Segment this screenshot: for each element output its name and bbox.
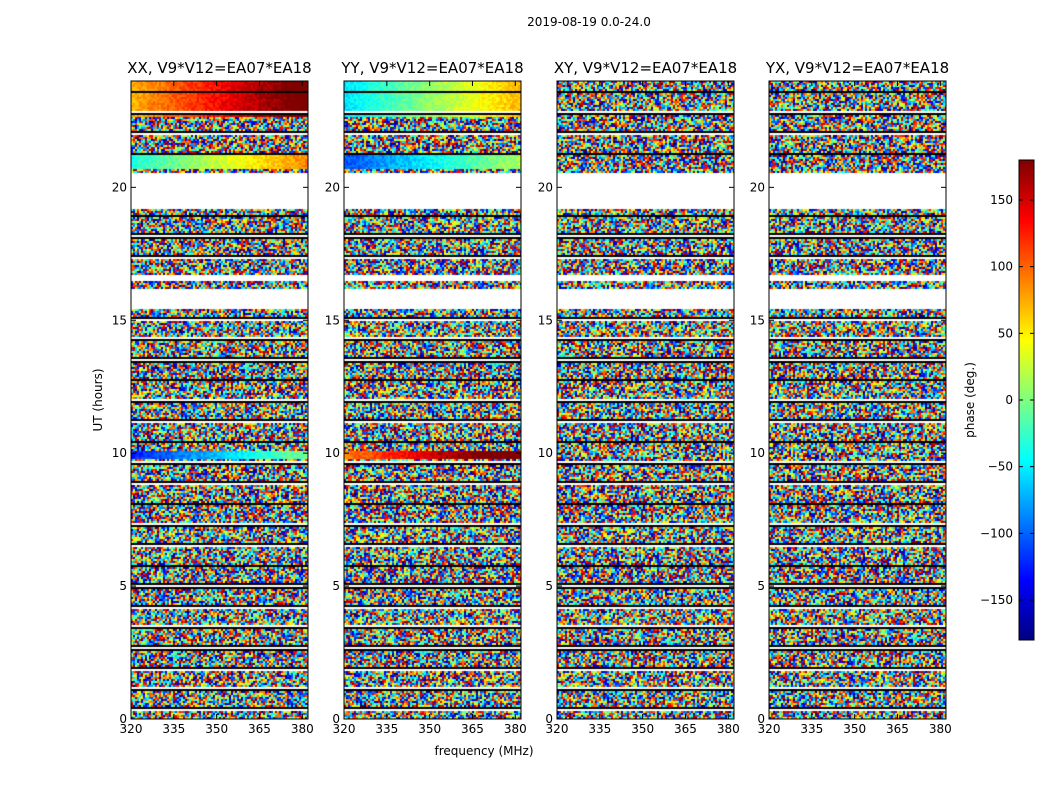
x-tick-label: 365	[886, 722, 909, 736]
y-tick-label: 10	[750, 446, 765, 460]
x-tick-label: 320	[546, 722, 569, 736]
y-tick-label: 0	[119, 712, 127, 726]
x-tick-label: 365	[461, 722, 484, 736]
y-tick-label: 10	[325, 446, 340, 460]
panel-3-title: XY, V9*V12=EA07*EA18	[554, 59, 737, 77]
x-tick-label: 335	[375, 722, 398, 736]
y-tick-label: 0	[545, 712, 553, 726]
panels: XX, V9*V12=EA07*EA18 320 335 350 365 380 0 5 10 1…	[112, 59, 952, 736]
x-tick-label: 365	[248, 722, 271, 736]
figure-suptitle: 2019-08-19 0.0-24.0	[527, 15, 651, 29]
colorbar-tick-label: 50	[998, 326, 1013, 340]
y-tick-label: 15	[538, 313, 553, 327]
panel-2: YY, V9*V12=EA07*EA18 320 335 350 365 380 0 5 10 1…	[325, 59, 527, 736]
x-tick-label: 380	[717, 722, 740, 736]
x-tick-label: 335	[162, 722, 185, 736]
colorbar-tick-label: 150	[990, 193, 1013, 207]
x-tick-label: 320	[120, 722, 143, 736]
y-tick-label: 20	[112, 180, 127, 194]
y-tick-label: 5	[332, 579, 340, 593]
y-tick-label: 10	[112, 446, 127, 460]
x-tick-label: 350	[631, 722, 654, 736]
y-tick-label: 0	[757, 712, 765, 726]
panel-2-title: YY, V9*V12=EA07*EA18	[340, 59, 523, 77]
panel-3-frame	[556, 80, 735, 720]
colorbar-tick-label: 100	[990, 260, 1013, 274]
panel-4-frame	[768, 80, 947, 720]
colorbar-tick-label: 0	[1005, 393, 1013, 407]
x-tick-label: 365	[674, 722, 697, 736]
y-tick-label: 0	[332, 712, 340, 726]
y-tick-label: 20	[538, 180, 553, 194]
x-tick-label: 350	[418, 722, 441, 736]
x-tick-label: 320	[333, 722, 356, 736]
x-tick-label: 320	[758, 722, 781, 736]
panel-1-frame	[130, 80, 309, 720]
y-tick-label: 15	[750, 313, 765, 327]
colorbar-tick-label: −150	[980, 593, 1013, 607]
y-tick-label: 15	[112, 313, 127, 327]
colorbar-label: phase (deg.)	[963, 362, 977, 438]
y-tick-label: 5	[757, 579, 765, 593]
x-tick-label: 350	[843, 722, 866, 736]
x-tick-label: 350	[205, 722, 228, 736]
panel-1-title: XX, V9*V12=EA07*EA18	[127, 59, 311, 77]
x-axis-label: frequency (MHz)	[434, 744, 533, 758]
x-tick-label: 380	[291, 722, 314, 736]
y-axis-label: UT (hours)	[91, 368, 105, 431]
y-tick-label: 5	[545, 579, 553, 593]
colorbar: −150 −100 −50 0 50 100 150 phase (deg.)	[963, 159, 1035, 641]
y-tick-label: 5	[119, 579, 127, 593]
y-tick-label: 20	[325, 180, 340, 194]
x-tick-label: 380	[929, 722, 952, 736]
y-tick-label: 15	[325, 313, 340, 327]
panel-2-heatmap	[344, 81, 521, 719]
panel-3: XY, V9*V12=EA07*EA18 320 335 350 365 380 0 5 10 1…	[538, 59, 740, 736]
x-tick-label: 335	[588, 722, 611, 736]
x-tick-label: 335	[800, 722, 823, 736]
panel-1: XX, V9*V12=EA07*EA18 320 335 350 365 380 0 5 10 1…	[112, 59, 314, 736]
colorbar-ticks: −150 −100 −50 0 50 100 150	[980, 193, 1034, 607]
y-tick-label: 10	[538, 446, 553, 460]
colorbar-tick-label: −50	[988, 460, 1013, 474]
panel-3-heatmap	[557, 81, 734, 719]
panel-4: YX, V9*V12=EA07*EA18 320 335 350 365 380 0 5 10 1…	[750, 59, 952, 736]
x-tick-label: 380	[504, 722, 527, 736]
y-tick-label: 20	[750, 180, 765, 194]
panel-4-title: YX, V9*V12=EA07*EA18	[765, 59, 949, 77]
panel-4-heatmap	[769, 81, 946, 719]
panel-2-frame	[343, 80, 522, 720]
panel-1-heatmap	[131, 81, 308, 719]
colorbar-tick-label: −100	[980, 526, 1013, 540]
